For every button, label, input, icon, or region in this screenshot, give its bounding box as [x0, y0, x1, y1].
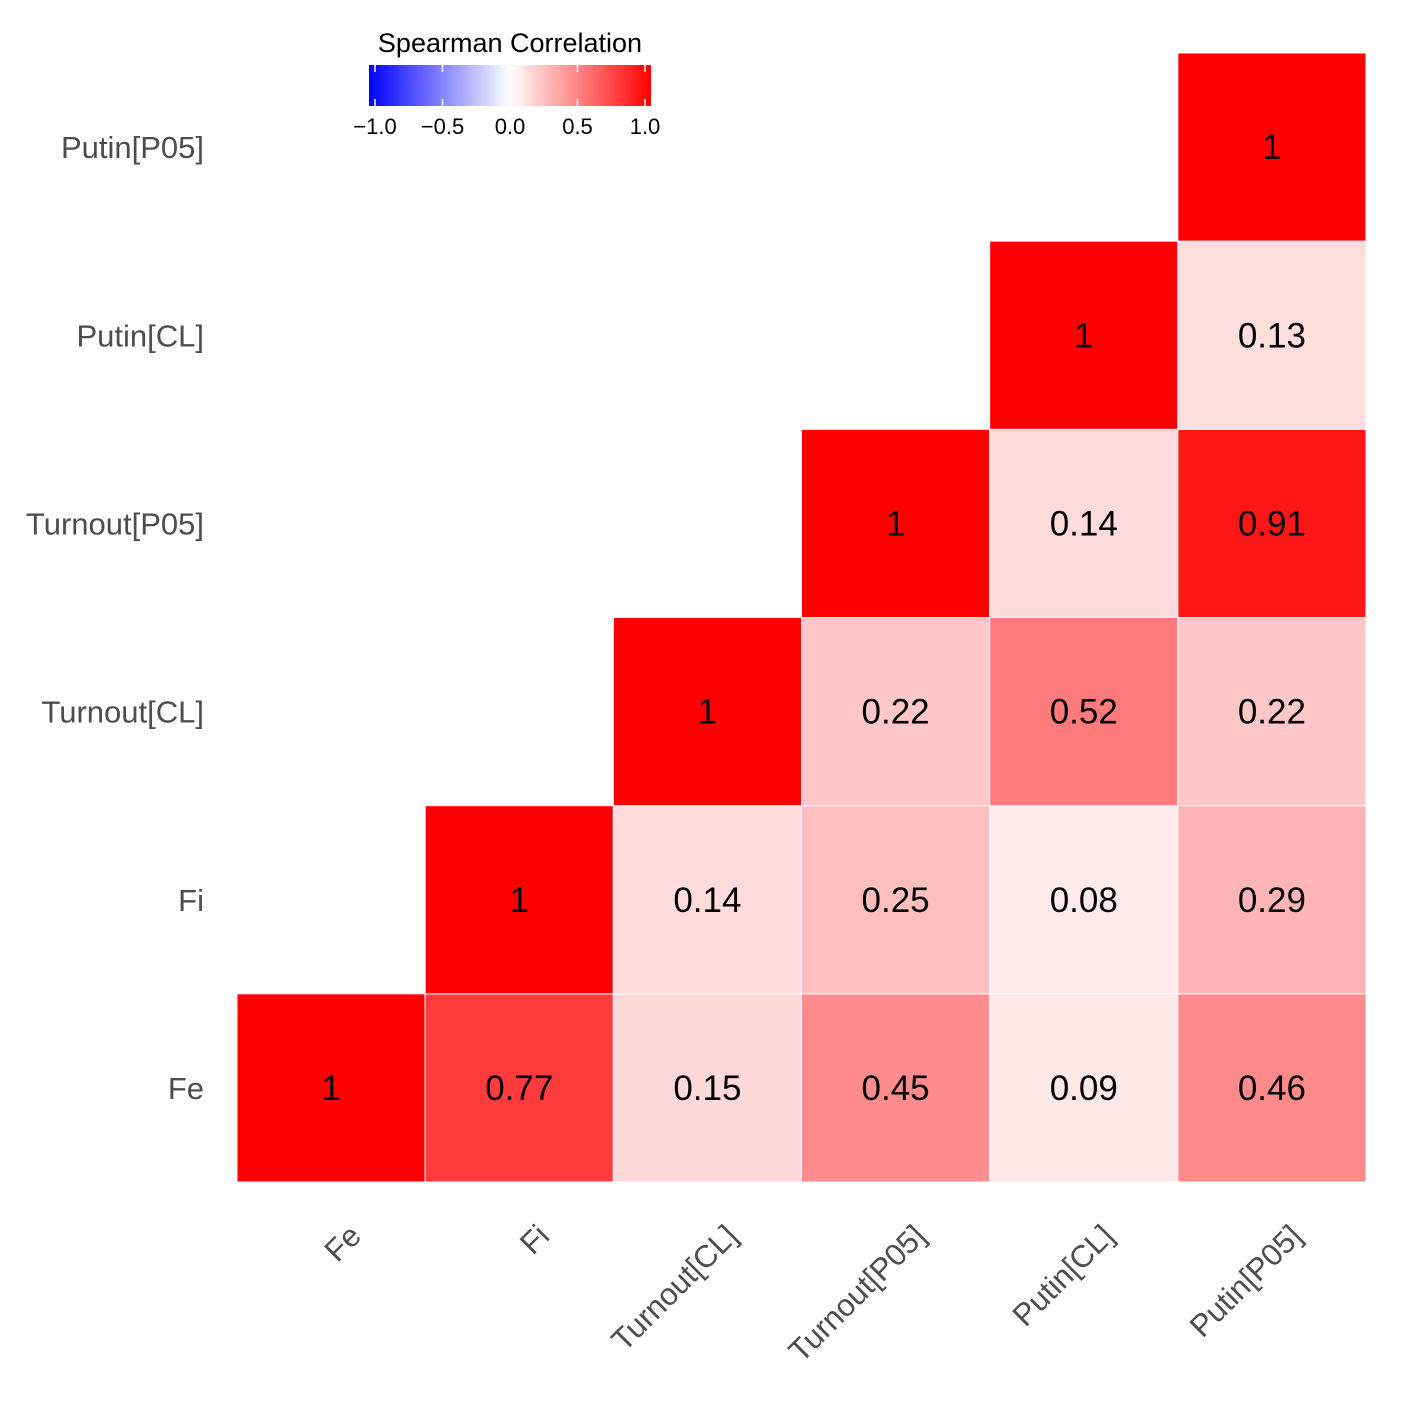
cell-value-label: 0.14 [1050, 504, 1118, 543]
heatmap-cell-turnout-cl-turnout-cl [612, 617, 802, 807]
heatmap-cell-turnout-p05-fi [801, 805, 991, 995]
cell-value-label: 1 [1074, 316, 1093, 355]
color-legend: Spearman Correlation −1.0 −0.5 0.0 0.5 1.0 [353, 28, 660, 139]
heatmap-cell-putin-cl-putin-cl [989, 240, 1179, 430]
heatmap-cell-putin-cl-fi [989, 805, 1179, 995]
cell-value-label: 1 [698, 693, 717, 732]
heatmap-cell-putin-p05-turnout-p05 [1177, 428, 1367, 619]
cell-value-label: 0.08 [1050, 881, 1118, 920]
y-tick-label: Turnout[CL] [41, 695, 204, 730]
x-tick-label: Turnout[CL] [605, 1218, 745, 1358]
y-tick-label: Putin[P05] [61, 130, 204, 165]
heatmap-cell-putin-cl-fe [989, 993, 1179, 1183]
legend-tick-label: −1.0 [353, 114, 396, 139]
legend-title: Spearman Correlation [378, 28, 642, 58]
cell-value-label: 0.29 [1238, 881, 1306, 920]
heatmap-cell-putin-p05-fe [1177, 993, 1367, 1183]
heatmap-cell-putin-p05-putin-p05 [1177, 52, 1367, 242]
x-tick-label: Turnout[P05] [782, 1218, 933, 1369]
cell-value-label: 0.14 [673, 881, 741, 920]
legend-ticks: −1.0 −0.5 0.0 0.5 1.0 [353, 65, 660, 139]
x-tick-label: Fe [318, 1218, 368, 1268]
x-tick-label: Fi [513, 1218, 556, 1261]
heatmap-cell-fe-fe [236, 993, 426, 1183]
cell-value-label: 0.22 [862, 693, 930, 732]
y-tick-label: Turnout[P05] [26, 506, 204, 541]
x-axis-labels: Fe Fi Turnout[CL] Turnout[P05] Putin[CL] Puti… [318, 1218, 1309, 1369]
heatmap-cell-putin-p05-turnout-cl [1177, 617, 1367, 807]
cell-value-label: 0.45 [862, 1069, 930, 1108]
cell-value-label: 0.25 [862, 881, 930, 920]
legend-tick-label: −0.5 [421, 114, 464, 139]
y-tick-label: Fe [168, 1071, 204, 1106]
cell-value-label: 1 [510, 881, 529, 920]
cell-value-label: 0.09 [1050, 1069, 1118, 1108]
cell-value-label: 1 [321, 1069, 340, 1108]
cell-value-label: 0.91 [1238, 504, 1306, 543]
cell-value-label: 0.15 [673, 1069, 741, 1108]
legend-tick-label: 0.0 [495, 114, 526, 139]
cell-value-label: 0.52 [1050, 693, 1118, 732]
heatmap-cell-labels: 1 0.77 0.15 0.45 0.09 0.46 1 0.14 0.25 0.08 0.29 1 0… [321, 128, 1306, 1108]
legend-tick-label: 1.0 [630, 114, 661, 139]
heatmap-cell-turnout-p05-fe [801, 993, 991, 1183]
cell-value-label: 0.22 [1238, 693, 1306, 732]
y-tick-label: Putin[CL] [76, 318, 204, 353]
heatmap-cell-putin-cl-turnout-p05 [989, 428, 1179, 619]
cell-value-label: 0.77 [485, 1069, 553, 1108]
y-axis-labels: Fe Fi Turnout[CL] Turnout[P05] Putin[CL] Puti… [26, 130, 204, 1106]
x-tick-label: Putin[CL] [1006, 1218, 1121, 1333]
heatmap-cell-putin-p05-putin-cl [1177, 240, 1367, 430]
heatmap-cell-turnout-p05-turnout-cl [801, 617, 991, 807]
legend-tick-label: 0.5 [562, 114, 593, 139]
heatmap-cells [236, 52, 1367, 1183]
cell-value-label: 1 [886, 504, 905, 543]
heatmap-cell-turnout-p05-turnout-p05 [801, 428, 991, 619]
heatmap-cell-fi-fe [424, 993, 614, 1183]
heatmap-cell-turnout-cl-fi [612, 805, 802, 995]
heatmap-cell-fi-fi [424, 805, 614, 995]
x-tick-label: Putin[P05] [1183, 1218, 1309, 1344]
y-tick-label: Fi [178, 883, 204, 918]
cell-value-label: 1 [1262, 128, 1281, 167]
cell-value-label: 0.13 [1238, 316, 1306, 355]
heatmap-cell-putin-p05-fi [1177, 805, 1367, 995]
cell-value-label: 0.46 [1238, 1069, 1306, 1108]
